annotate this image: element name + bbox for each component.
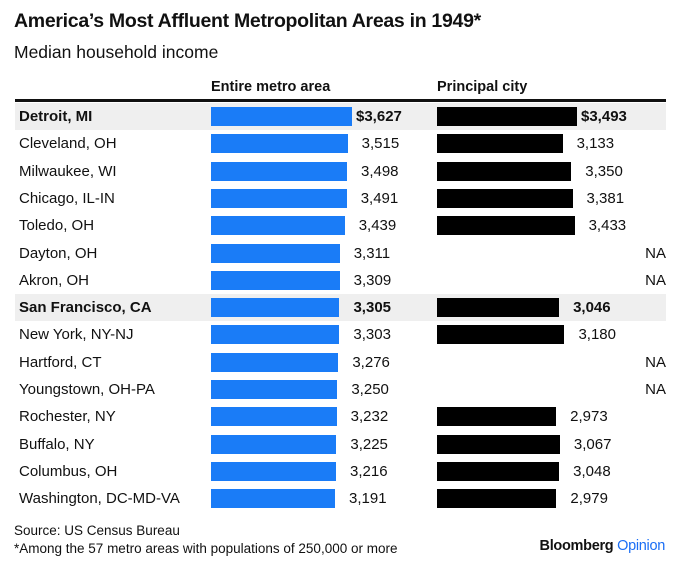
table-row: San Francisco, CA 3,305 3,046 [15,294,666,322]
city-bar [437,298,560,318]
row-label: Columbus, OH [19,462,118,480]
metro-bar [211,434,337,454]
city-value-label: 3,433 [588,217,627,235]
brand-suffix: Opinion [617,538,665,554]
city-value-label: NA [645,381,666,398]
column-header-city: Principal city [437,79,528,95]
city-bar [437,161,572,181]
chart-subtitle: Median household income [14,42,219,62]
city-bar [437,434,560,454]
table-row: Rochester, NY 3,232 2,973 [15,403,666,430]
table-row: Hartford, CT 3,276 NA [15,349,666,376]
city-bar [437,461,560,481]
metro-value-label: 3,225 [350,435,388,453]
row-label: New York, NY-NJ [19,326,134,344]
table-row: Cleveland, OH 3,515 3,133 [15,130,666,157]
metro-value-label: 3,309 [353,271,392,289]
table-row: Dayton, OH 3,311 NA [15,240,666,267]
metro-value-label: 3,305 [353,299,392,317]
metro-bar [211,161,347,181]
city-value-label: $3,493 [581,108,627,125]
table-row: Chicago, IL-IN 3,491 3,381 [15,185,666,212]
table-row: Buffalo, NY 3,225 3,067 [15,431,666,458]
metro-bar [211,188,347,208]
row-label: Washington, DC-MD-VA [19,490,180,508]
row-label: Youngstown, OH-PA [19,381,155,398]
row-label: Cleveland, OH [19,135,117,153]
row-label: Buffalo, NY [19,435,95,453]
footnote: *Among the 57 metro areas with populatio… [14,541,398,556]
city-value-label: NA [645,244,666,262]
city-value-label: 2,973 [570,408,608,426]
table-row: Toledo, OH 3,439 3,433 [15,212,666,239]
metro-value-label: 3,276 [352,353,390,371]
city-value-label: NA [645,353,666,371]
row-label: Milwaukee, WI [19,162,117,180]
city-value-label: 3,046 [573,299,611,317]
column-header-metro: Entire metro area [211,79,331,95]
table-row: Youngstown, OH-PA 3,250 NA [15,376,666,403]
table-row: Milwaukee, WI 3,498 3,350 [15,158,666,185]
source-note: Source: US Census Bureau [14,523,180,538]
metro-bar [211,407,337,427]
metro-bar [211,134,348,154]
city-value-label: 3,180 [578,326,616,344]
metro-bar [211,243,340,263]
metro-value-label: 3,216 [350,462,388,480]
city-bar [437,188,573,208]
row-label: Chicago, IL-IN [19,189,115,207]
metro-value-label: 3,439 [358,217,397,235]
city-bar [437,134,563,154]
table-row: Akron, OH 3,309 NA [15,267,666,294]
metro-value-label: 3,498 [360,162,399,180]
city-bar [437,489,557,509]
metro-value-label: 3,232 [350,408,389,426]
brand-name: Bloomberg [539,538,614,554]
chart-title: America’s Most Affluent Metropolitan Are… [14,10,481,32]
table-row: Columbus, OH 3,216 3,048 [15,458,666,485]
city-value-label: NA [645,271,666,289]
row-label: Hartford, CT [19,353,102,371]
city-value-label: 3,350 [585,162,623,180]
metro-value-label: 3,303 [353,326,391,344]
brand-logo: Bloomberg Opinion [539,538,666,554]
table-row: Washington, DC-MD-VA 3,191 2,979 [15,485,666,512]
metro-value-label: 3,515 [361,135,400,153]
table-row: New York, NY-NJ 3,303 3,180 [15,321,666,348]
metro-bar [211,380,338,399]
row-label: Toledo, OH [19,217,95,235]
metro-bar [211,270,340,290]
city-bar [437,216,575,236]
row-label: Akron, OH [19,271,90,289]
city-value-label: 3,381 [586,189,625,207]
metro-bar [211,461,337,481]
city-value-label: 3,048 [573,462,611,480]
metro-value-label: 3,491 [360,189,399,207]
city-value-label: 3,067 [573,435,612,453]
metro-value-label: $3,627 [356,108,402,125]
metro-bar [211,489,336,509]
city-bar [437,107,577,126]
city-bar [437,325,565,345]
header-rule [15,99,666,102]
metro-bar [211,107,352,126]
metro-value-label: 3,311 [353,244,391,262]
metro-value-label: 3,191 [349,490,387,508]
row-label: San Francisco, CA [19,299,152,317]
metro-bar [211,298,340,318]
row-label: Rochester, NY [19,408,116,426]
table-row: Detroit, MI $3,627 $3,493 [15,103,666,130]
row-label: Dayton, OH [19,244,98,262]
metro-value-label: 3,250 [351,381,389,398]
metro-bar [211,352,339,372]
city-value-label: 3,133 [576,135,615,153]
metro-bar [211,216,345,236]
city-bar [437,407,557,427]
city-value-label: 2,979 [570,490,608,508]
row-label: Detroit, MI [19,108,93,125]
metro-bar [211,325,340,345]
